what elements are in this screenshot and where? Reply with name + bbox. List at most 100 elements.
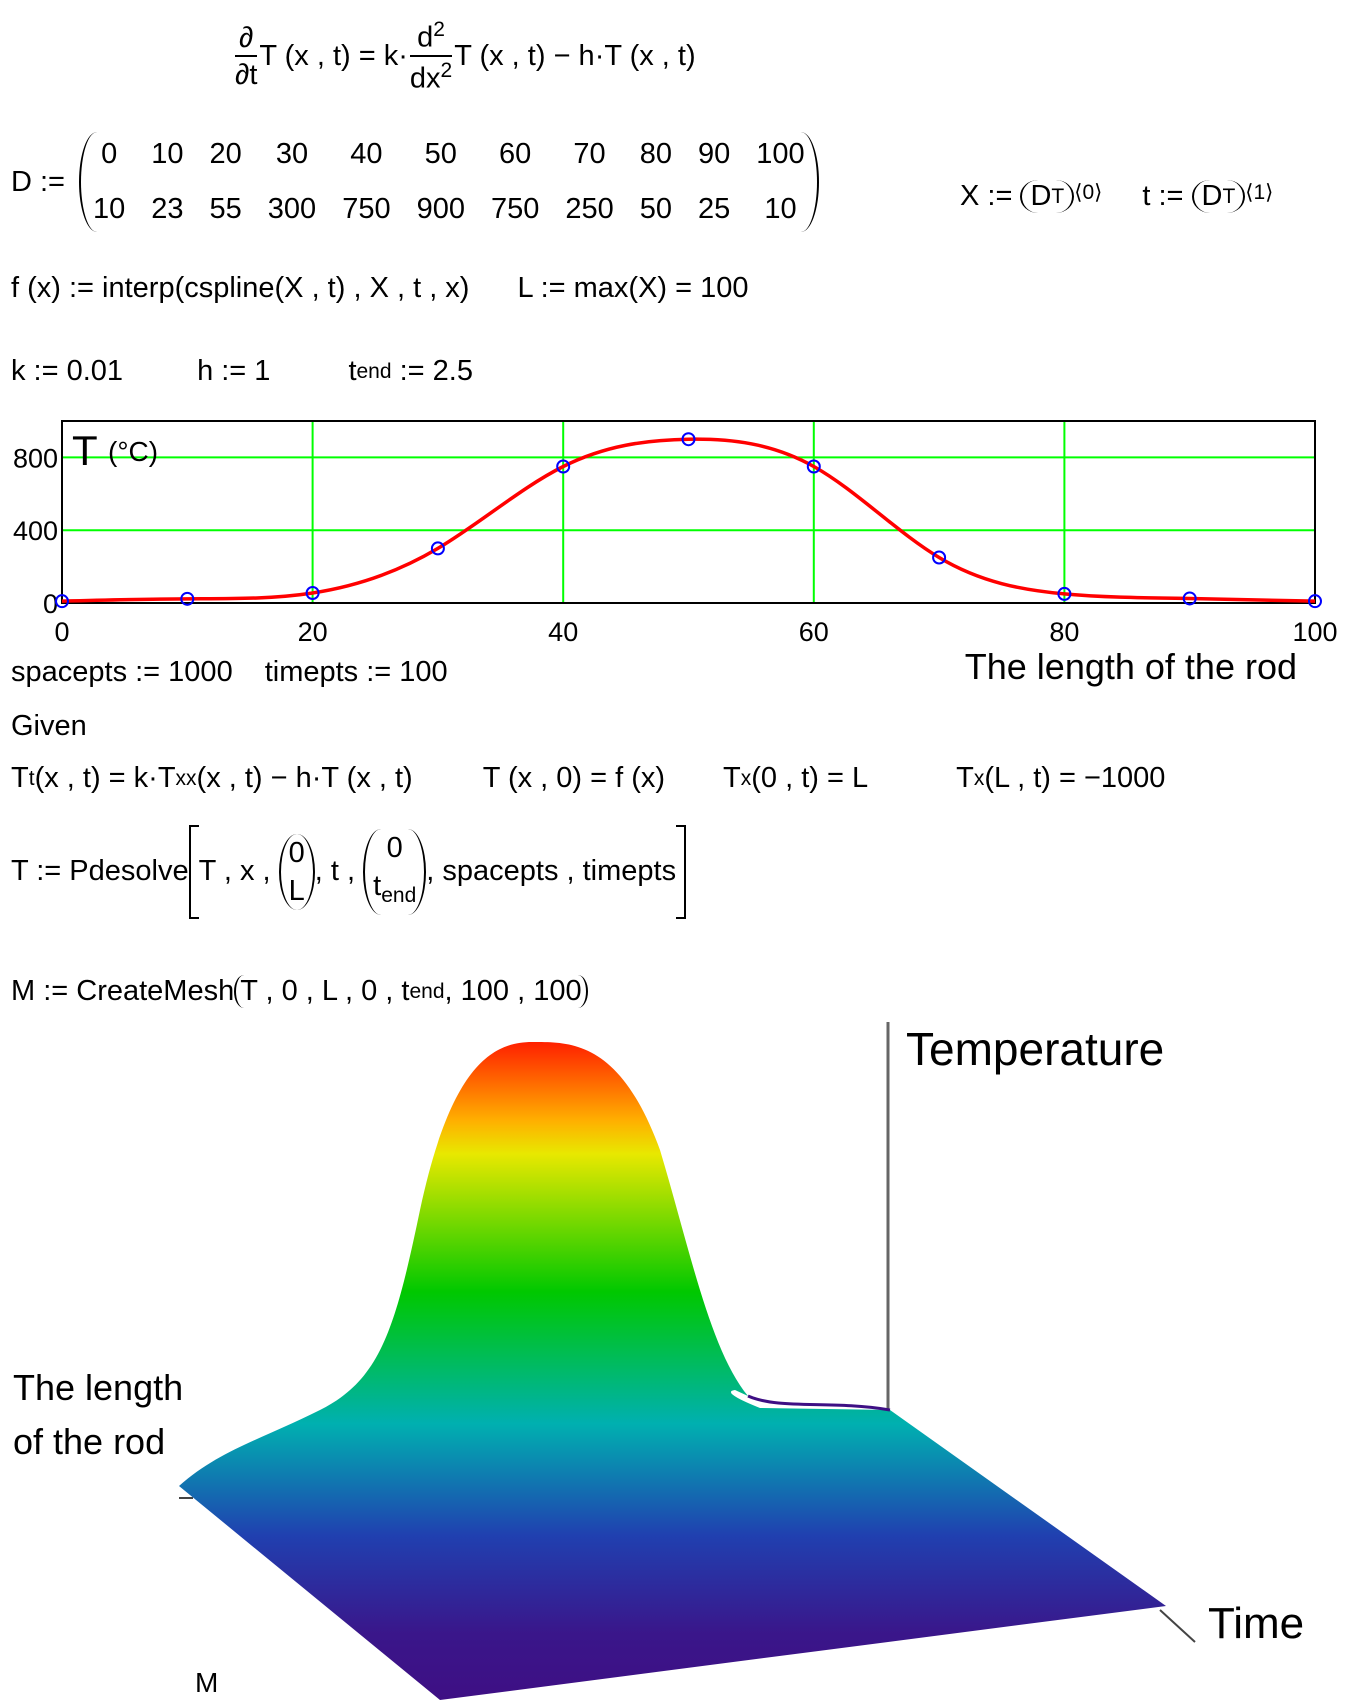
vector: 0 tend [363,829,427,915]
matrix-cell: 250 [565,193,614,225]
heat-equation: ∂ ∂t T (x , t) = k· d2 dx2 T (x , t) − h·T… [233,18,696,95]
data-point [806,459,821,474]
matrix-cell: 900 [416,193,465,225]
subscript: end [356,359,392,383]
data-point [305,585,320,600]
expression: (L , t) = −1000 [984,762,1166,794]
y-tick-label: 800 [13,443,58,473]
x-tick-label: 0 [54,617,69,647]
superscript: T [1051,184,1065,208]
subscript: x [973,766,985,790]
expression: T (x , t) − h·T (x , t) [454,40,696,73]
transpose-definitions: X := D T ⟨0⟩ t := D T ⟨1⟩ [960,180,1273,213]
expression: T := Pdesolve [11,855,189,888]
expression: f (x) := interp(cspline(X , t) , X , t ,… [11,272,470,304]
mesh-line: M := CreateMesh T , 0 , L , 0 , t end, 10… [11,975,588,1008]
matrix-cell: 750 [342,193,391,225]
vector-entry: 0 [288,836,305,869]
matrix-cell: 80 [639,138,673,170]
symbol: dx [409,62,441,95]
data-point [1057,586,1072,601]
matrix-cell: 20 [209,138,242,170]
subscript: end [381,883,417,907]
given: Given [11,710,87,743]
matrix-cell: 0 [101,138,118,170]
matrix-definition: D := 0 10 20 30 40 50 60 70 80 90 100 10 23 55 300 750 9… [11,132,819,232]
expression: k := 0.01 [11,355,124,387]
expression: T (x , t) = k· [259,40,408,73]
group: T , 0 , L , 0 , t end, 100 , 100 [234,975,588,1008]
x-tick-label: 40 [548,617,578,647]
exponent: 2 [440,58,453,82]
expression: (x , t) = k·T [34,762,176,794]
expression: T , x , [198,855,271,888]
plot-name: M [195,1667,218,1698]
data-point [430,541,445,556]
y-unit: (°C) [108,436,158,467]
expression: := 2.5 [399,355,473,387]
time-axis [1159,1609,1196,1643]
y-label: Time [1208,1599,1304,1648]
fraction: d2 dx2 [409,18,453,96]
expression: (0 , t) = L [751,762,869,794]
x-tick-label: 20 [298,617,328,647]
superscript: T [1222,184,1236,208]
matrix-cell: 70 [573,138,606,170]
surface [179,1041,1166,1700]
matrix-cell: 50 [424,138,457,170]
column-index: ⟨0⟩ [1074,181,1103,204]
label: t := [1142,180,1184,212]
matrix-cell: 300 [267,193,317,225]
matrix-cell: 40 [350,138,383,170]
matrix-cell: 750 [490,193,540,225]
subscript: x [740,766,752,790]
keyword: Given [11,710,87,742]
expression: spacepts := 1000 [11,656,233,688]
x-tick-label: 80 [1049,617,1079,647]
chart: 0 20 40 60 80 100 0 400 800 T (°C) The length of th… [13,420,1338,687]
expression: L := max(X) = 100 [517,272,749,304]
x-tick-label: 60 [799,617,829,647]
surface-plot: Temperature The length of the rod Time M [13,1022,1304,1700]
symbol: D [1201,180,1223,212]
expression: T , 0 , L , 0 , t [240,975,410,1007]
subscript: xx [175,766,197,790]
matrix-grid: 0 10 20 30 40 50 60 70 80 90 100 10 23 55 300 750 900 750… [93,138,805,226]
expression: M := CreateMesh [11,975,235,1007]
vector-entry: 0 [386,832,403,864]
x-label: The length of the rod [965,646,1297,687]
data-point [556,459,571,474]
expression: , spacepts , timepts [426,855,677,888]
x-label: The length [13,1367,183,1408]
exponent: 2 [433,18,445,41]
matrix-cell: 55 [209,193,242,225]
vector-entry: L [288,874,305,907]
data-point [180,591,195,606]
expression: , t , [314,855,356,888]
matrix-cell: 25 [698,193,731,225]
surface-edge [747,1394,891,1412]
spline-curve [61,437,1316,603]
symbol: t [373,870,382,902]
matrix: 0 10 20 30 40 50 60 70 80 90 100 10 23 55 300 750 900 750… [79,132,819,232]
data-point [932,550,947,565]
y-tick-label: 400 [13,516,58,546]
denominator: dx2 [409,54,453,96]
y-tick-label: 0 [43,589,58,619]
data-point [681,432,696,447]
symbol: d [417,21,434,54]
x-tick-label: 100 [1292,617,1337,647]
matrix-cell: 90 [698,138,731,170]
interp-line: f (x) := interp(cspline(X , t) , X , t ,… [11,272,749,305]
column-index: ⟨1⟩ [1245,181,1274,204]
z-label: Temperature [906,1023,1164,1075]
label: D := [11,165,65,198]
subscript: t [28,766,35,790]
y-label: T [72,427,98,474]
plot-frame [61,420,1316,604]
x-label: of the rod [13,1421,165,1462]
